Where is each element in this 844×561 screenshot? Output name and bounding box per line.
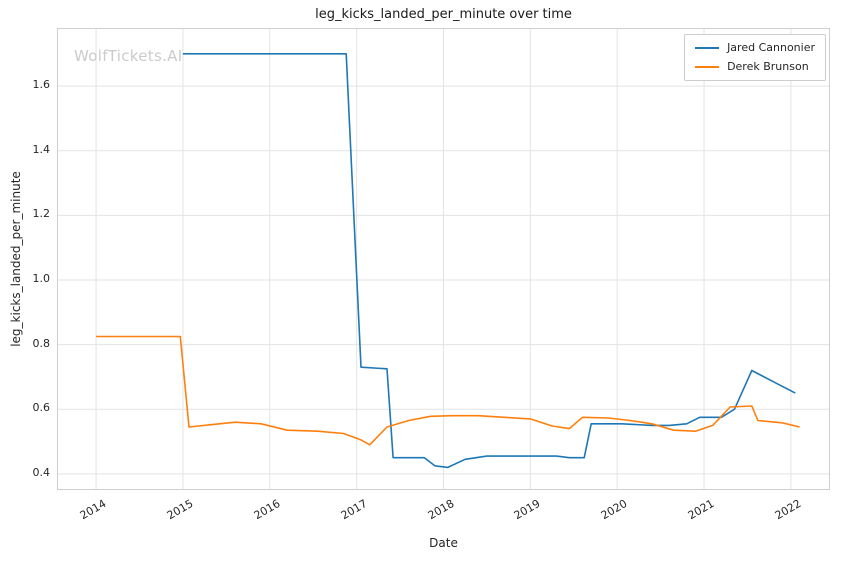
legend-item-jared-cannonier: Jared Cannonier [695,41,815,54]
x-tick-label: 2018 [425,497,456,523]
legend-item-derek-brunson: Derek Brunson [695,60,815,74]
chart-title: leg_kicks_landed_per_minute over time [315,7,572,22]
y-tick-label: 0.4 [32,465,51,479]
x-tick-label: 2020 [598,497,630,523]
x-tick-label: 2022 [772,497,804,523]
y-tick-label: 0.8 [32,336,51,350]
plot-area [57,28,830,490]
x-tick-label: 2021 [685,497,717,523]
legend-label-derek-brunson: Derek Brunson [727,60,809,74]
watermark: WolfTickets.AI [74,47,183,65]
y-tick-label: 0.6 [32,401,51,415]
x-tick-label: 2019 [512,497,543,523]
y-tick-label: 1.4 [32,142,51,156]
legend-line-swatch-orange [695,66,720,69]
x-axis-label: Date [429,536,458,550]
x-tick-label: 2014 [77,497,109,523]
y-tick-label: 1.6 [32,78,51,92]
legend-line-swatch-blue [695,47,720,50]
x-tick-label: 2017 [338,497,370,523]
x-tick-label: 2015 [164,497,196,523]
y-tick-label: 1.2 [32,207,51,221]
y-axis-label: leg_kicks_landed_per_minute [9,171,23,347]
legend-label-jared-cannonier: Jared Cannonier [727,41,815,54]
y-tick-label: 1.0 [32,272,51,285]
legend: Jared Cannonier Derek Brunson [684,34,826,82]
x-tick-label: 2016 [251,497,283,523]
